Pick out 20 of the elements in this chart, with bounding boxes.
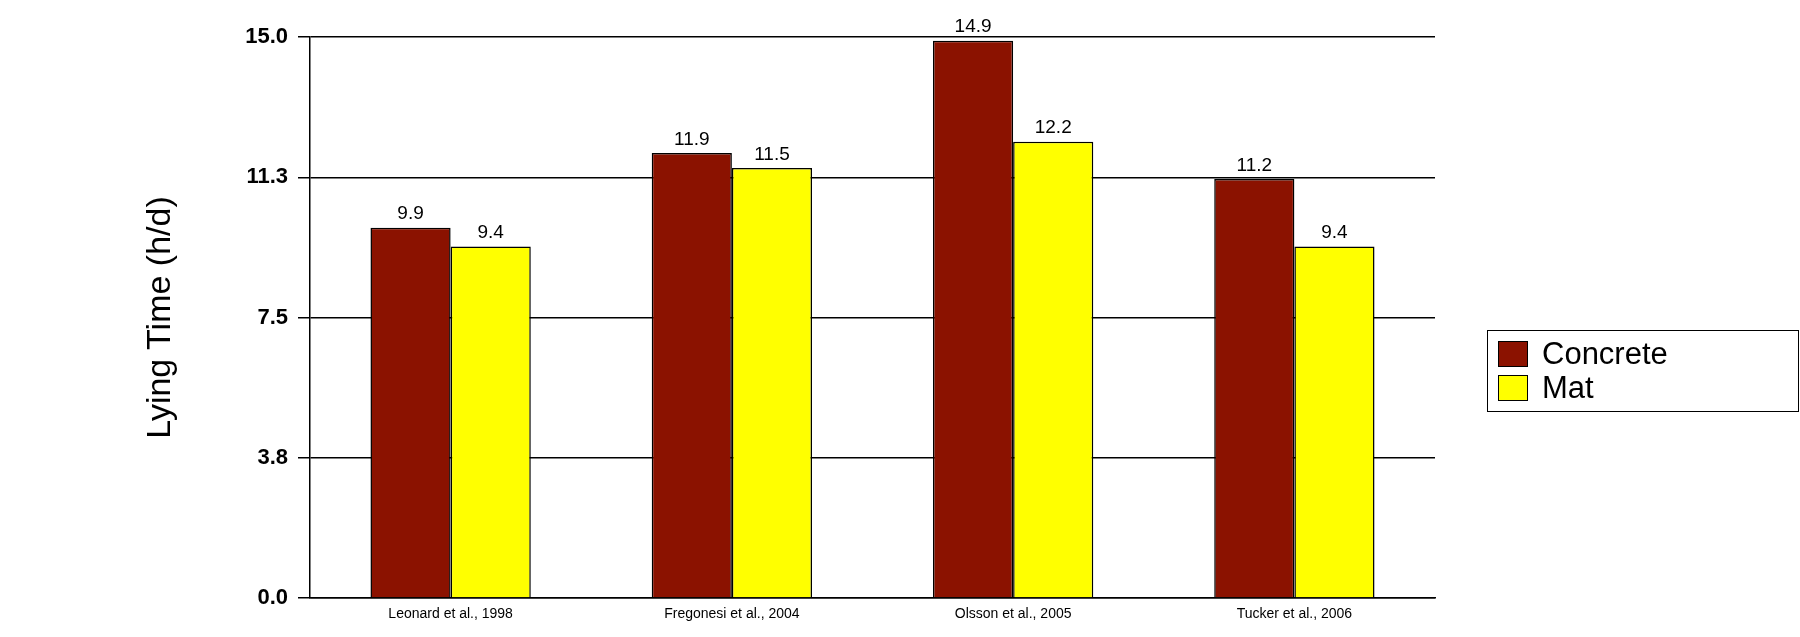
x-tick-label: Leonard et al., 1998 — [388, 605, 514, 622]
data-label: 14.9 — [954, 15, 992, 37]
data-label: 9.9 — [397, 202, 424, 224]
data-label: 11.9 — [674, 127, 710, 149]
data-label: 9.4 — [477, 221, 505, 243]
x-tick-label: Fregonesi et al., 2004 — [664, 605, 800, 622]
legend-label: Mat — [1542, 370, 1594, 405]
y-axis-title: Lying Time (h/d) — [138, 196, 177, 439]
data-label: 12.2 — [1034, 116, 1072, 138]
x-tick-label: Tucker et al., 2006 — [1236, 605, 1353, 622]
x-tick-label: Olsson et al., 2005 — [954, 605, 1072, 622]
data-label: 9.4 — [1321, 221, 1349, 243]
y-tick-label: 3.8 — [257, 443, 288, 469]
y-tick-label: 0.0 — [257, 584, 288, 610]
data-label: 11.5 — [754, 142, 790, 164]
data-label: 11.2 — [1236, 153, 1273, 175]
y-tick-label: 15.0 — [245, 23, 288, 49]
legend-label: Concrete — [1542, 336, 1668, 371]
y-tick-label: 7.5 — [257, 303, 288, 329]
y-tick-label: 11.3 — [246, 163, 288, 189]
